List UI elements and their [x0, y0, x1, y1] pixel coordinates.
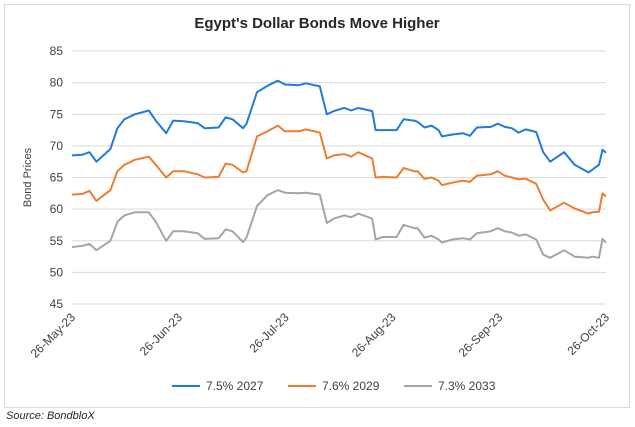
y-tick-label: 75	[50, 107, 64, 121]
series-line	[71, 79, 607, 174]
chart-frame: Egypt's Dollar Bonds Move Higher	[4, 4, 630, 408]
x-tick-label: 26-Sep-23	[456, 310, 506, 360]
y-tick-label: 80	[50, 76, 64, 90]
legend: 7.5% 2027 7.6% 2029 7.3% 2033	[172, 379, 496, 393]
x-tick-label: 26-Aug-23	[349, 310, 399, 360]
y-tick-label: 50	[50, 265, 64, 279]
x-tick-label: 26-Jul-23	[246, 310, 292, 356]
gridlines	[72, 50, 606, 305]
series-line	[71, 124, 607, 215]
y-tick-label: 70	[50, 139, 64, 153]
y-tick-label: 55	[50, 234, 64, 248]
x-tick-label: 26-Oct-23	[564, 310, 612, 358]
y-tick-label: 65	[50, 171, 64, 185]
chart-title: Egypt's Dollar Bonds Move Higher	[194, 15, 440, 32]
legend-label: 7.5% 2027	[206, 379, 264, 393]
series-lines	[71, 79, 607, 259]
legend-label: 7.6% 2029	[322, 379, 380, 393]
y-axis-label: Bond Prices	[22, 147, 34, 207]
x-tick-label: 26-Jun-23	[137, 310, 185, 358]
x-axis-ticks: 26-May-23 26-Jun-23 26-Jul-23 26-Aug-23 26-S…	[28, 310, 613, 361]
y-tick-label: 45	[50, 297, 64, 311]
y-axis-ticks: 45 50 55 60 65 70 75 80 85	[50, 44, 64, 311]
source-note: Source: BondbloX	[6, 410, 95, 422]
y-tick-label: 85	[50, 44, 64, 58]
legend-label: 7.3% 2033	[438, 379, 496, 393]
y-tick-label: 60	[50, 202, 64, 216]
series-line	[71, 189, 607, 259]
x-tick-label: 26-May-23	[28, 310, 79, 361]
